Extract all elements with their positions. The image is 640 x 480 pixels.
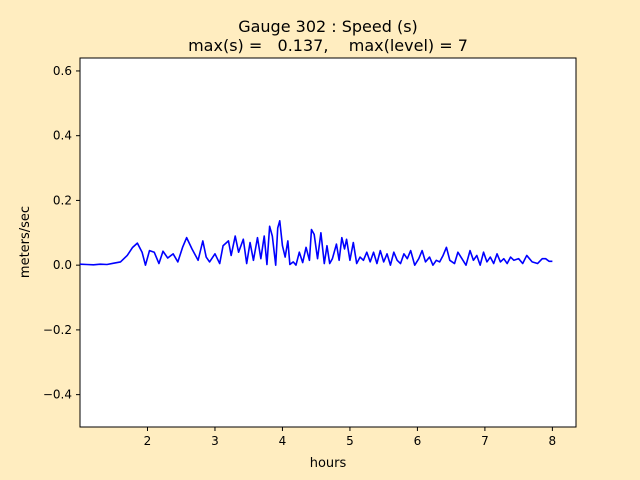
plot-area — [79, 57, 577, 428]
x-axis-label: hours — [310, 456, 347, 471]
y-tick-label: 0.0 — [53, 258, 72, 272]
series-group — [79, 220, 553, 266]
y-tick-label: −0.4 — [43, 388, 72, 402]
x-tick-label: 8 — [549, 434, 557, 448]
x-tick-label: 3 — [211, 434, 219, 448]
chart-title: Gauge 302 : Speed (s) — [238, 17, 418, 36]
y-tick-label: 0.2 — [53, 193, 72, 207]
y-axis-label: meters/sec — [18, 206, 33, 278]
x-tick-label: 6 — [414, 434, 422, 448]
x-tick-label: 4 — [279, 434, 287, 448]
x-tick-label: 7 — [481, 434, 489, 448]
y-axis: −0.4 −0.2 0.0 0.2 0.4 0.6 — [43, 64, 80, 402]
x-tick-label: 5 — [346, 434, 354, 448]
chart-subtitle: max(s) = 0.137, max(level) = 7 — [188, 36, 468, 55]
x-tick-label: 2 — [144, 434, 152, 448]
y-tick-label: 0.6 — [53, 64, 72, 78]
speed-series-line — [79, 220, 553, 266]
y-tick-label: −0.2 — [43, 323, 72, 337]
x-axis: 2 3 4 5 6 7 8 — [144, 427, 557, 448]
y-tick-label: 0.4 — [53, 129, 72, 143]
